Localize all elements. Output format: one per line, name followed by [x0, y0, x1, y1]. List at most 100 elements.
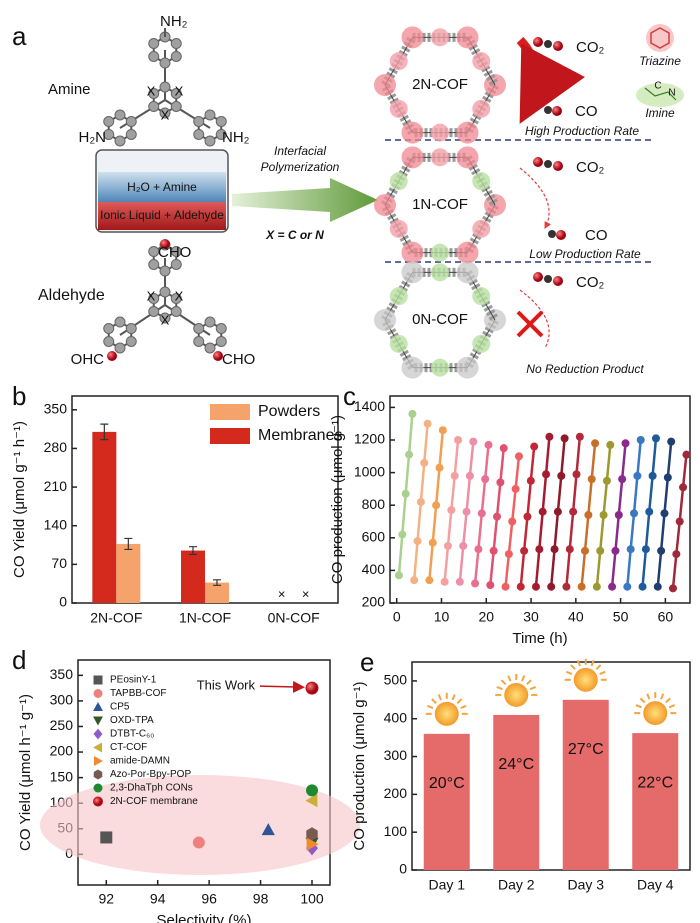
rate-label: Low Production Rate	[529, 247, 641, 261]
x-tick-label: 96	[201, 891, 217, 907]
panel-label: b	[12, 381, 26, 411]
sun	[573, 667, 598, 692]
point	[562, 582, 571, 591]
amine-label: Amine	[48, 81, 91, 98]
point	[626, 545, 635, 554]
y-axis-label: CO Yield (μmol h⁻¹ g⁻¹)	[17, 694, 34, 851]
point	[435, 463, 444, 472]
gas-label: CO	[585, 227, 608, 244]
atom	[148, 306, 160, 317]
result-label: No Reduction Product	[526, 362, 644, 376]
sun-ray	[565, 670, 573, 676]
legend-label: 2N-COF membrane	[110, 796, 198, 807]
vertex	[456, 261, 479, 284]
legend-label: Powders	[258, 403, 320, 420]
node	[431, 123, 449, 142]
rate-label: High Production Rate	[525, 124, 639, 138]
legend-icon	[646, 24, 674, 52]
point	[667, 437, 676, 446]
sun-ray	[660, 693, 665, 700]
point	[535, 545, 544, 554]
point	[657, 546, 666, 555]
legend-label: CT-COF	[110, 742, 147, 753]
bar-annotation: 20°C	[429, 775, 465, 792]
atom	[170, 38, 182, 49]
point	[682, 450, 691, 459]
atom	[148, 246, 160, 257]
point	[486, 581, 495, 590]
sun-ray	[451, 694, 456, 701]
point	[438, 426, 447, 435]
point	[606, 440, 615, 449]
node	[472, 52, 491, 71]
oxygen	[533, 272, 543, 282]
point	[530, 442, 539, 451]
point	[653, 582, 662, 591]
atom	[148, 101, 160, 112]
point	[679, 483, 688, 492]
point	[542, 470, 551, 479]
point	[547, 582, 556, 591]
amine-group: H₂N	[79, 129, 107, 146]
point	[557, 471, 566, 480]
sun-ray	[635, 704, 642, 709]
atom	[103, 129, 115, 140]
point	[514, 452, 523, 461]
atom	[103, 323, 115, 334]
legend-marker	[93, 716, 103, 726]
x-tick-label: Day 2	[498, 877, 535, 893]
annotation: This Work	[197, 678, 256, 693]
legend-marker	[93, 702, 103, 712]
atom	[170, 259, 182, 270]
y-tick-label: 800	[362, 496, 386, 512]
x-tick-label: 100	[300, 891, 324, 907]
bar	[423, 733, 470, 870]
x-tick-label: Day 4	[637, 877, 674, 893]
y-tick-label: 280	[44, 439, 68, 455]
point	[602, 476, 611, 485]
aldehyde-label: Aldehyde	[38, 287, 105, 304]
error-bar	[189, 546, 197, 556]
schematic	[95, 36, 655, 349]
atom	[114, 316, 126, 328]
y-tick-label: 200	[362, 594, 386, 610]
x-tick-label: 0N-COF	[268, 610, 320, 626]
atom	[170, 293, 182, 304]
point	[618, 475, 627, 484]
point	[591, 439, 600, 448]
y-axis-label: CO Yield (μmol g⁻¹ h⁻¹)	[11, 421, 28, 578]
y-tick-label: 350	[44, 401, 68, 417]
error-bar	[124, 537, 133, 551]
sun-ray	[496, 685, 503, 691]
atom	[125, 336, 137, 347]
sun-ray	[426, 704, 434, 710]
legend-marker	[93, 689, 103, 698]
point	[516, 582, 525, 591]
point	[416, 497, 425, 506]
point	[306, 827, 318, 841]
bar-annotation: 24°C	[498, 756, 534, 773]
atom	[159, 312, 171, 324]
point	[633, 471, 642, 480]
atom	[193, 323, 205, 334]
point	[410, 576, 419, 585]
legend-label: amide-DAMN	[110, 756, 170, 767]
y-tick-label: 140	[44, 516, 68, 532]
point	[401, 489, 410, 498]
legend-marker	[93, 783, 103, 793]
point	[420, 458, 429, 467]
oxygen	[556, 230, 566, 240]
point	[641, 545, 650, 554]
point	[474, 545, 483, 554]
carbon	[544, 275, 552, 283]
panel-label: d	[12, 645, 26, 675]
node	[389, 172, 408, 191]
point	[660, 509, 669, 518]
atom	[215, 129, 227, 140]
point	[459, 541, 468, 550]
x-tick-label: 30	[523, 609, 539, 625]
point	[553, 507, 562, 516]
gas-label: CO	[575, 103, 598, 120]
legend-atom: C	[654, 81, 661, 92]
